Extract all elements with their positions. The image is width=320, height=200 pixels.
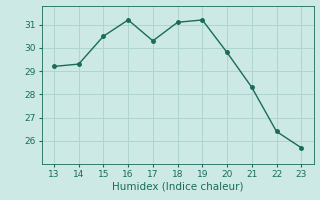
X-axis label: Humidex (Indice chaleur): Humidex (Indice chaleur) — [112, 181, 243, 191]
